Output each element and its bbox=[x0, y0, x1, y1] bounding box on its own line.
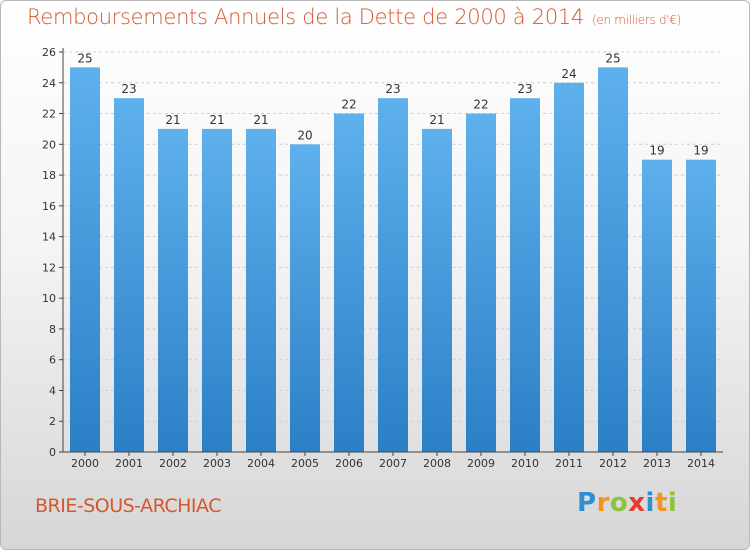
x-tick-label: 2012 bbox=[599, 457, 627, 470]
bar-2007 bbox=[378, 98, 408, 453]
commune-name: BRIE-SOUS-ARCHIAC bbox=[35, 495, 221, 517]
y-tick-label: 10 bbox=[42, 292, 56, 305]
x-tick-label: 2007 bbox=[379, 457, 407, 470]
x-tick-label: 2005 bbox=[291, 457, 319, 470]
logo-letter: i bbox=[645, 488, 655, 518]
x-tick-label: 2013 bbox=[643, 457, 671, 470]
bar-2014 bbox=[686, 159, 716, 452]
bar-2001 bbox=[114, 98, 144, 453]
data-label-2013: 19 bbox=[649, 144, 664, 158]
y-tick-label: 18 bbox=[42, 169, 56, 182]
bar-2011 bbox=[554, 82, 584, 453]
bar-2012 bbox=[598, 67, 628, 452]
data-label-2009: 22 bbox=[473, 98, 488, 112]
bar-2009 bbox=[466, 113, 496, 453]
logo-letter: x bbox=[628, 488, 646, 518]
logo-letter: i bbox=[667, 488, 678, 518]
data-label-2010: 23 bbox=[517, 82, 532, 96]
y-tick-label: 16 bbox=[42, 200, 56, 213]
bar-2013 bbox=[642, 159, 672, 452]
bar-2005 bbox=[290, 144, 320, 453]
bar-2008 bbox=[422, 128, 452, 452]
logo-letter: o bbox=[609, 488, 629, 518]
data-label-2002: 21 bbox=[165, 113, 180, 127]
data-label-2000: 25 bbox=[77, 51, 92, 65]
data-labels: 25 23 21 21 21 20 22 23 21 22 23 24 25 19 19 bbox=[77, 51, 708, 157]
data-label-2012: 25 bbox=[605, 51, 620, 65]
y-tick-label: 22 bbox=[42, 108, 56, 121]
y-tick-label: 2 bbox=[49, 415, 56, 428]
x-tick-label: 2006 bbox=[335, 457, 363, 470]
y-tick-label: 14 bbox=[42, 231, 56, 244]
data-label-2005: 20 bbox=[297, 128, 312, 142]
unit-label: (en milliers d'€) bbox=[592, 13, 682, 27]
x-tick-label: 2009 bbox=[467, 457, 495, 470]
y-tick-label: 12 bbox=[42, 261, 56, 274]
x-tick-label: 2003 bbox=[203, 457, 231, 470]
logo-letter: P bbox=[577, 488, 597, 518]
bar-2002 bbox=[158, 128, 188, 452]
y-tick-label: 8 bbox=[49, 323, 56, 336]
data-label-2008: 21 bbox=[429, 113, 444, 127]
proxiti-logo: Proxiti bbox=[577, 488, 677, 518]
data-label-2003: 21 bbox=[209, 113, 224, 127]
y-tick-label: 4 bbox=[49, 384, 56, 397]
data-label-2001: 23 bbox=[121, 82, 136, 96]
bar-2006 bbox=[334, 113, 364, 453]
y-tick-label: 6 bbox=[49, 354, 56, 367]
y-tick-label: 24 bbox=[42, 77, 56, 90]
x-tick-label: 2010 bbox=[511, 457, 539, 470]
data-label-2014: 19 bbox=[693, 144, 708, 158]
x-tick-label: 2004 bbox=[247, 457, 275, 470]
x-tick-label: 2008 bbox=[423, 457, 451, 470]
x-tick-label: 2002 bbox=[159, 457, 187, 470]
data-label-2011: 24 bbox=[561, 67, 576, 81]
bar-2010 bbox=[510, 98, 540, 453]
logo-letter: r bbox=[596, 488, 610, 518]
y-tick-label: 20 bbox=[42, 138, 56, 151]
logo-letter: t bbox=[654, 488, 668, 518]
bar-2003 bbox=[202, 128, 232, 452]
y-tick-label: 26 bbox=[42, 46, 56, 59]
data-label-2006: 22 bbox=[341, 98, 356, 112]
data-label-2004: 21 bbox=[253, 113, 268, 127]
x-tick-label: 2014 bbox=[687, 457, 715, 470]
x-tick-label: 2000 bbox=[71, 457, 99, 470]
data-label-2007: 23 bbox=[385, 82, 400, 96]
y-tick-label: 0 bbox=[49, 446, 56, 459]
chart-title-text: Remboursements Annuels de la Dette de 20… bbox=[27, 5, 584, 29]
bar-2000 bbox=[70, 67, 100, 452]
x-tick-label: 2011 bbox=[555, 457, 583, 470]
chart-title: Remboursements Annuels de la Dette de 20… bbox=[27, 5, 681, 29]
bars bbox=[70, 67, 716, 453]
bar-2004 bbox=[246, 128, 276, 452]
x-tick-label: 2001 bbox=[115, 457, 143, 470]
